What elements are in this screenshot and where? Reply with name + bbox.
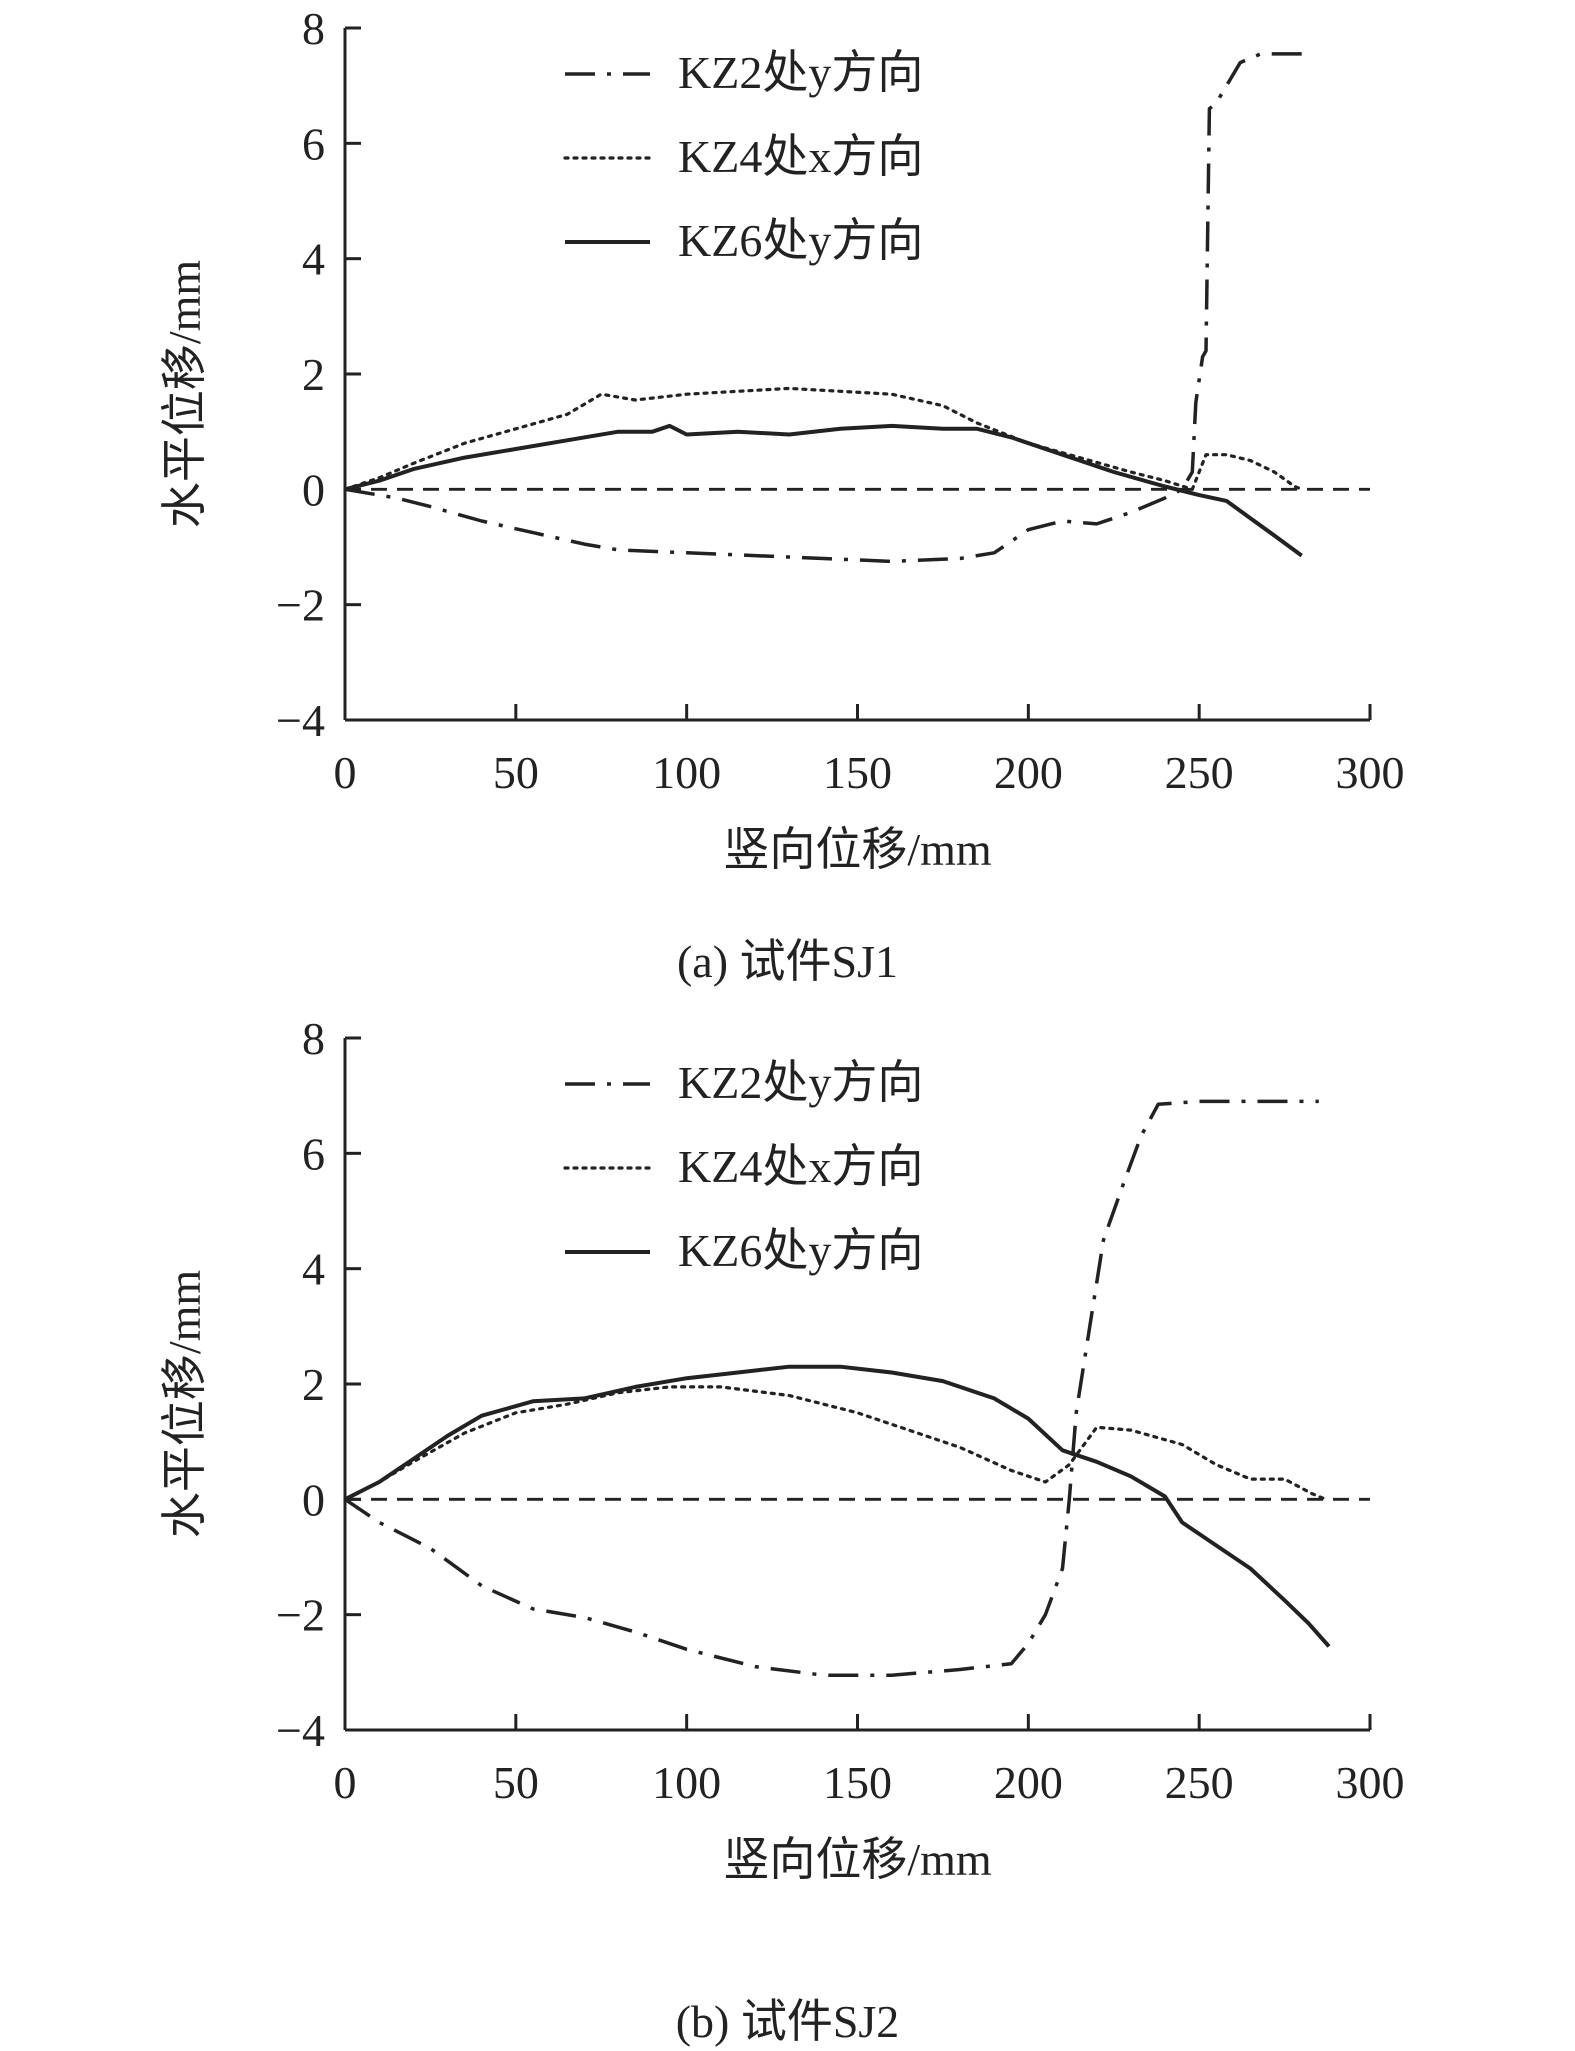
legend-label: KZ4处x方向 bbox=[678, 131, 923, 182]
y-tick-label: −4 bbox=[276, 695, 325, 746]
legend-label: KZ2处y方向 bbox=[678, 1057, 923, 1108]
series-line-KZ6处y方向 bbox=[344, 423, 1303, 558]
x-tick-label: 0 bbox=[334, 1757, 357, 1808]
x-tick-label: 150 bbox=[823, 1757, 892, 1808]
x-tick-label: 100 bbox=[652, 747, 721, 798]
legend-label: KZ2处y方向 bbox=[678, 47, 923, 98]
chart-b: −4 −2 0 2 4 6 8 0 50 100 150 200 250 300 竖向位移/mm 水平位移/m… bbox=[159, 1013, 1405, 1885]
y-tick-label: −2 bbox=[276, 580, 325, 631]
x-axis-title: 竖向位移/mm bbox=[723, 1834, 992, 1885]
y-tick-label: 2 bbox=[302, 349, 325, 400]
chart-a: −4 −2 0 2 4 6 8 0 50 100 150 200 250 300 竖向位移/mm 水平位移/m… bbox=[159, 3, 1405, 875]
caption-a: (a) 试件SJ1 bbox=[676, 936, 899, 987]
x-tick-label: 200 bbox=[994, 1757, 1063, 1808]
x-tick-label: 50 bbox=[493, 1757, 539, 1808]
caption-b: (b) 试件SJ2 bbox=[675, 1996, 900, 2047]
x-tick-label: 50 bbox=[493, 747, 539, 798]
y-tick-label: 0 bbox=[302, 1474, 325, 1525]
series-line-KZ2处y方向 bbox=[344, 1099, 1319, 1677]
x-axis-title: 竖向位移/mm bbox=[723, 824, 992, 875]
y-tick-label: 2 bbox=[302, 1359, 325, 1410]
x-tick-label: 100 bbox=[652, 1757, 721, 1808]
x-tick-label: 250 bbox=[1165, 747, 1234, 798]
y-tick-label: −4 bbox=[276, 1705, 325, 1756]
y-axis-title: 水平位移/mm bbox=[159, 260, 210, 529]
figure-a: −4 −2 0 2 4 6 8 0 50 100 150 200 250 300 竖向位移/mm 水平位移/m… bbox=[0, 0, 1575, 1010]
series-line-KZ4处x方向 bbox=[343, 1385, 1328, 1501]
legend-label: KZ6处y方向 bbox=[678, 1225, 923, 1276]
y-axis-title: 水平位移/mm bbox=[159, 1270, 210, 1539]
x-tick-label: 150 bbox=[823, 747, 892, 798]
y-tick-label: 8 bbox=[302, 1013, 325, 1064]
y-tick-label: 0 bbox=[302, 464, 325, 515]
x-tick-label: 300 bbox=[1336, 747, 1405, 798]
x-tick-label: 0 bbox=[334, 747, 357, 798]
y-tick-label: 6 bbox=[302, 118, 325, 169]
x-tick-label: 300 bbox=[1336, 1757, 1405, 1808]
legend-label: KZ4处x方向 bbox=[678, 1141, 923, 1192]
y-tick-label: 4 bbox=[302, 1244, 325, 1295]
legend-label: KZ6处y方向 bbox=[678, 215, 923, 266]
y-tick-label: −2 bbox=[276, 1590, 325, 1641]
figure-b: −4 −2 0 2 4 6 8 0 50 100 150 200 250 300 竖向位移/mm 水平位移/m… bbox=[0, 1010, 1575, 2047]
x-tick-label: 250 bbox=[1165, 1757, 1234, 1808]
series-line-KZ4处x方向 bbox=[343, 386, 1304, 491]
y-tick-label: 6 bbox=[302, 1128, 325, 1179]
y-tick-label: 4 bbox=[302, 234, 325, 285]
series-line-KZ6处y方向 bbox=[344, 1364, 1331, 1648]
x-tick-label: 200 bbox=[994, 747, 1063, 798]
y-tick-label: 8 bbox=[302, 3, 325, 54]
series-line-KZ2处y方向 bbox=[344, 52, 1302, 564]
